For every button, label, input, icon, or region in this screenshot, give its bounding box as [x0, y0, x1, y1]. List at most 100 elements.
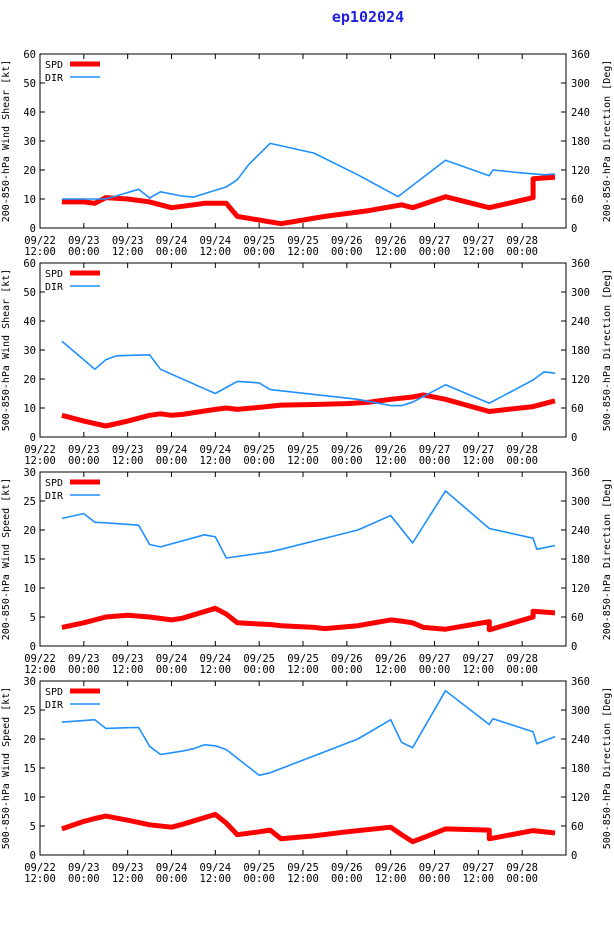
y2-tick-label: 360 [571, 676, 590, 688]
y-tick-label: 0 [30, 850, 36, 862]
x-tick-label-time: 12:00 [463, 664, 495, 676]
x-tick-label-time: 00:00 [68, 455, 100, 467]
x-tick-label-time: 12:00 [463, 246, 495, 258]
legend-label-dir: DIR [45, 282, 64, 293]
x-tick-label-date: 09/26 [375, 444, 407, 456]
y2-tick-label: 300 [571, 496, 590, 508]
x-tick-label-time: 00:00 [506, 455, 538, 467]
x-tick-label-time: 12:00 [200, 455, 232, 467]
x-tick-label-date: 09/25 [243, 235, 275, 247]
x-tick-label-time: 12:00 [287, 246, 319, 258]
x-tick-label-time: 00:00 [419, 246, 451, 258]
dir-series-line [61, 689, 556, 777]
x-tick-label-date: 09/27 [419, 235, 451, 247]
x-tick-label-time: 12:00 [463, 455, 495, 467]
x-tick-label-date: 09/25 [287, 862, 319, 874]
x-tick-label-time: 12:00 [200, 664, 232, 676]
x-tick-label-time: 12:00 [112, 873, 144, 885]
x-tick-label-time: 00:00 [506, 246, 538, 258]
y2-tick-label: 60 [571, 821, 584, 833]
y-tick-label: 5 [30, 821, 36, 833]
x-tick-label-date: 09/26 [375, 862, 407, 874]
spd-series-line [61, 811, 556, 845]
y2-tick-label: 240 [571, 107, 590, 119]
y2-tick-label: 120 [571, 792, 590, 804]
spd-series-line [61, 605, 556, 633]
y2-tick-label: 300 [571, 287, 590, 299]
x-tick-label-time: 12:00 [375, 664, 407, 676]
x-tick-label-date: 09/25 [243, 653, 275, 665]
y2-tick-label: 60 [571, 194, 584, 206]
x-tick-label-time: 00:00 [419, 873, 451, 885]
x-tick-label-time: 12:00 [375, 455, 407, 467]
x-tick-label-time: 00:00 [419, 664, 451, 676]
x-tick-label-date: 09/23 [68, 862, 100, 874]
x-tick-label-time: 00:00 [419, 455, 451, 467]
y2-tick-label: 120 [571, 374, 590, 386]
x-tick-label-date: 09/22 [24, 862, 56, 874]
x-tick-label-date: 09/24 [200, 653, 232, 665]
y2-tick-label: 120 [571, 583, 590, 595]
x-tick-label-time: 00:00 [68, 664, 100, 676]
legend-label-dir: DIR [45, 73, 64, 84]
y2-axis-label: 200-850-hPa Direction [Deg] [602, 60, 613, 223]
x-tick-label-date: 09/27 [419, 862, 451, 874]
x-tick-label-time: 00:00 [156, 455, 188, 467]
dir-series-line [61, 340, 556, 407]
page-title: ep102024 [331, 8, 405, 26]
x-tick-label-time: 00:00 [243, 873, 275, 885]
y2-tick-label: 180 [571, 345, 590, 357]
x-tick-label-time: 12:00 [24, 664, 56, 676]
x-tick-label-time: 12:00 [200, 246, 232, 258]
x-tick-label-time: 12:00 [463, 873, 495, 885]
x-tick-label-date: 09/26 [331, 444, 363, 456]
y2-tick-label: 0 [571, 223, 577, 235]
y-tick-label: 0 [30, 223, 36, 235]
x-tick-label-date: 09/28 [506, 862, 538, 874]
y-tick-label: 20 [23, 165, 36, 177]
y-tick-label: 60 [23, 258, 36, 270]
y2-tick-label: 240 [571, 734, 590, 746]
x-tick-label-date: 09/23 [68, 653, 100, 665]
dir-series-line [61, 142, 556, 200]
x-tick-label-date: 09/22 [24, 235, 56, 247]
legend-label-spd: SPD [45, 687, 63, 698]
x-tick-label-time: 00:00 [243, 664, 275, 676]
y2-tick-label: 180 [571, 554, 590, 566]
x-tick-label-time: 12:00 [287, 873, 319, 885]
plot-frame-1 [39, 53, 567, 229]
y2-tick-label: 360 [571, 49, 590, 61]
y-tick-label: 50 [23, 287, 36, 299]
y-tick-label: 0 [30, 641, 36, 653]
x-tick-label-time: 00:00 [331, 873, 363, 885]
y-tick-label: 40 [23, 316, 36, 328]
legend-label-dir: DIR [45, 491, 64, 502]
x-tick-label-date: 09/24 [200, 444, 232, 456]
x-tick-label-time: 00:00 [243, 455, 275, 467]
x-tick-label-date: 09/26 [375, 653, 407, 665]
x-tick-label-date: 09/25 [287, 235, 319, 247]
x-tick-label-date: 09/25 [243, 862, 275, 874]
x-tick-label-date: 09/27 [463, 235, 495, 247]
legend-label-dir: DIR [45, 700, 64, 711]
legend-label-spd: SPD [45, 478, 63, 489]
x-tick-label-time: 12:00 [24, 246, 56, 258]
x-tick-label-time: 12:00 [112, 664, 144, 676]
x-tick-label-time: 00:00 [156, 246, 188, 258]
x-tick-label-date: 09/25 [243, 444, 275, 456]
x-tick-label-date: 09/28 [506, 653, 538, 665]
x-tick-label-date: 09/25 [287, 653, 319, 665]
x-tick-label-date: 09/28 [506, 444, 538, 456]
y2-tick-label: 300 [571, 78, 590, 90]
x-tick-label-date: 09/27 [463, 653, 495, 665]
x-tick-label-time: 12:00 [375, 246, 407, 258]
x-tick-label-time: 00:00 [506, 873, 538, 885]
y-tick-label: 15 [23, 763, 36, 775]
y-axis-label: 500-850-hPa Wind Speed [kt] [1, 687, 12, 850]
y-tick-label: 20 [23, 374, 36, 386]
y2-tick-label: 0 [571, 850, 577, 862]
y-tick-label: 50 [23, 78, 36, 90]
y2-tick-label: 300 [571, 705, 590, 717]
y2-tick-label: 240 [571, 316, 590, 328]
